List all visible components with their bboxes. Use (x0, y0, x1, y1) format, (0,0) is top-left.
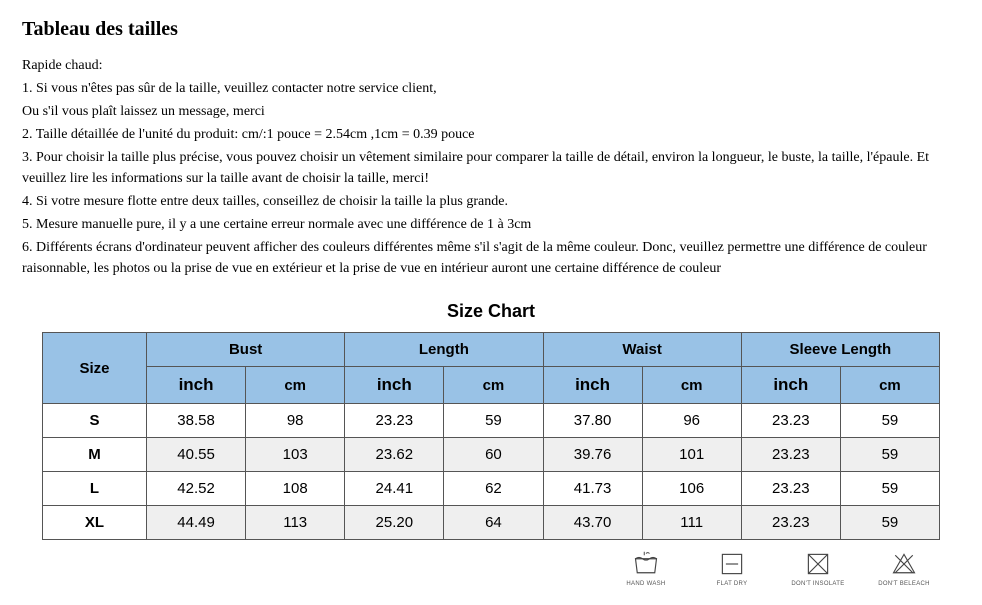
bust-inch: 44.49 (147, 506, 246, 540)
intro-line: 1. Si vous n'êtes pas sûr de la taille, … (22, 78, 960, 99)
table-row: L42.5210824.416241.7310623.2359 (43, 472, 940, 506)
col-bust: Bust (147, 333, 345, 367)
sub-cm: cm (840, 367, 939, 404)
col-sleeve: Sleeve Length (741, 333, 939, 367)
bust-cm: 108 (246, 472, 345, 506)
waist-cm: 96 (642, 404, 741, 438)
intro-line: 3. Pour choisir la taille plus précise, … (22, 147, 960, 189)
intro-line: 6. Différents écrans d'ordinateur peuven… (22, 237, 960, 279)
dont-bleach-icon (890, 550, 918, 578)
waist-cm: 101 (642, 438, 741, 472)
sub-inch: inch (147, 367, 246, 404)
table-row: S38.589823.235937.809623.2359 (43, 404, 940, 438)
sleeve-inch: 23.23 (741, 404, 840, 438)
sub-inch: inch (543, 367, 642, 404)
bust-inch: 38.58 (147, 404, 246, 438)
sleeve-cm: 59 (840, 404, 939, 438)
size-chart-title: Size Chart (22, 301, 960, 322)
sleeve-cm: 59 (840, 472, 939, 506)
sub-inch: inch (741, 367, 840, 404)
size-chart-table: Size Bust Length Waist Sleeve Length inc… (42, 332, 940, 540)
len-cm: 60 (444, 438, 543, 472)
waist-inch: 43.70 (543, 506, 642, 540)
waist-inch: 41.73 (543, 472, 642, 506)
intro-line: 4. Si votre mesure flotte entre deux tai… (22, 191, 960, 212)
sub-cm: cm (444, 367, 543, 404)
sub-cm: cm (246, 367, 345, 404)
sleeve-inch: 23.23 (741, 506, 840, 540)
intro-line: Ou s'il vous plaît laissez un message, m… (22, 101, 960, 122)
care-item: DON'T BELEACH (874, 550, 934, 587)
care-item: DON'T INSOLATE (788, 550, 848, 587)
care-label: DON'T BELEACH (878, 581, 930, 587)
care-item: HAND WASH (616, 550, 676, 587)
care-item: FLAT DRY (702, 550, 762, 587)
col-size: Size (43, 333, 147, 404)
sub-cm: cm (642, 367, 741, 404)
hand-wash-icon (632, 550, 660, 578)
bust-inch: 40.55 (147, 438, 246, 472)
intro-block: Rapide chaud: 1. Si vous n'êtes pas sûr … (22, 55, 960, 279)
bust-cm: 98 (246, 404, 345, 438)
waist-inch: 39.76 (543, 438, 642, 472)
len-inch: 25.20 (345, 506, 444, 540)
size-cell: XL (43, 506, 147, 540)
col-length: Length (345, 333, 543, 367)
sleeve-cm: 59 (840, 438, 939, 472)
len-cm: 59 (444, 404, 543, 438)
size-chart-table-wrap: Size Bust Length Waist Sleeve Length inc… (22, 332, 960, 540)
sleeve-inch: 23.23 (741, 438, 840, 472)
len-cm: 62 (444, 472, 543, 506)
table-row: XL44.4911325.206443.7011123.2359 (43, 506, 940, 540)
sleeve-cm: 59 (840, 506, 939, 540)
len-cm: 64 (444, 506, 543, 540)
size-chart-body: S38.589823.235937.809623.2359M40.5510323… (43, 404, 940, 540)
size-cell: S (43, 404, 147, 438)
len-inch: 23.23 (345, 404, 444, 438)
table-row: M40.5510323.626039.7610123.2359 (43, 438, 940, 472)
page-title: Tableau des tailles (22, 18, 960, 41)
len-inch: 24.41 (345, 472, 444, 506)
size-cell: L (43, 472, 147, 506)
dont-insolate-icon (804, 550, 832, 578)
bust-cm: 103 (246, 438, 345, 472)
bust-inch: 42.52 (147, 472, 246, 506)
sleeve-inch: 23.23 (741, 472, 840, 506)
waist-cm: 111 (642, 506, 741, 540)
care-label: FLAT DRY (717, 581, 748, 587)
waist-cm: 106 (642, 472, 741, 506)
intro-line: 5. Mesure manuelle pure, il y a une cert… (22, 214, 960, 235)
waist-inch: 37.80 (543, 404, 642, 438)
care-label: HAND WASH (626, 581, 665, 587)
size-cell: M (43, 438, 147, 472)
intro-label: Rapide chaud: (22, 55, 960, 76)
len-inch: 23.62 (345, 438, 444, 472)
flat-dry-icon (718, 550, 746, 578)
intro-line: 2. Taille détaillée de l'unité du produi… (22, 124, 960, 145)
care-label: DON'T INSOLATE (791, 581, 844, 587)
bust-cm: 113 (246, 506, 345, 540)
col-waist: Waist (543, 333, 741, 367)
sub-inch: inch (345, 367, 444, 404)
care-icons-row: HAND WASH FLAT DRY DON'T INSOLATE DON'T … (22, 550, 960, 587)
